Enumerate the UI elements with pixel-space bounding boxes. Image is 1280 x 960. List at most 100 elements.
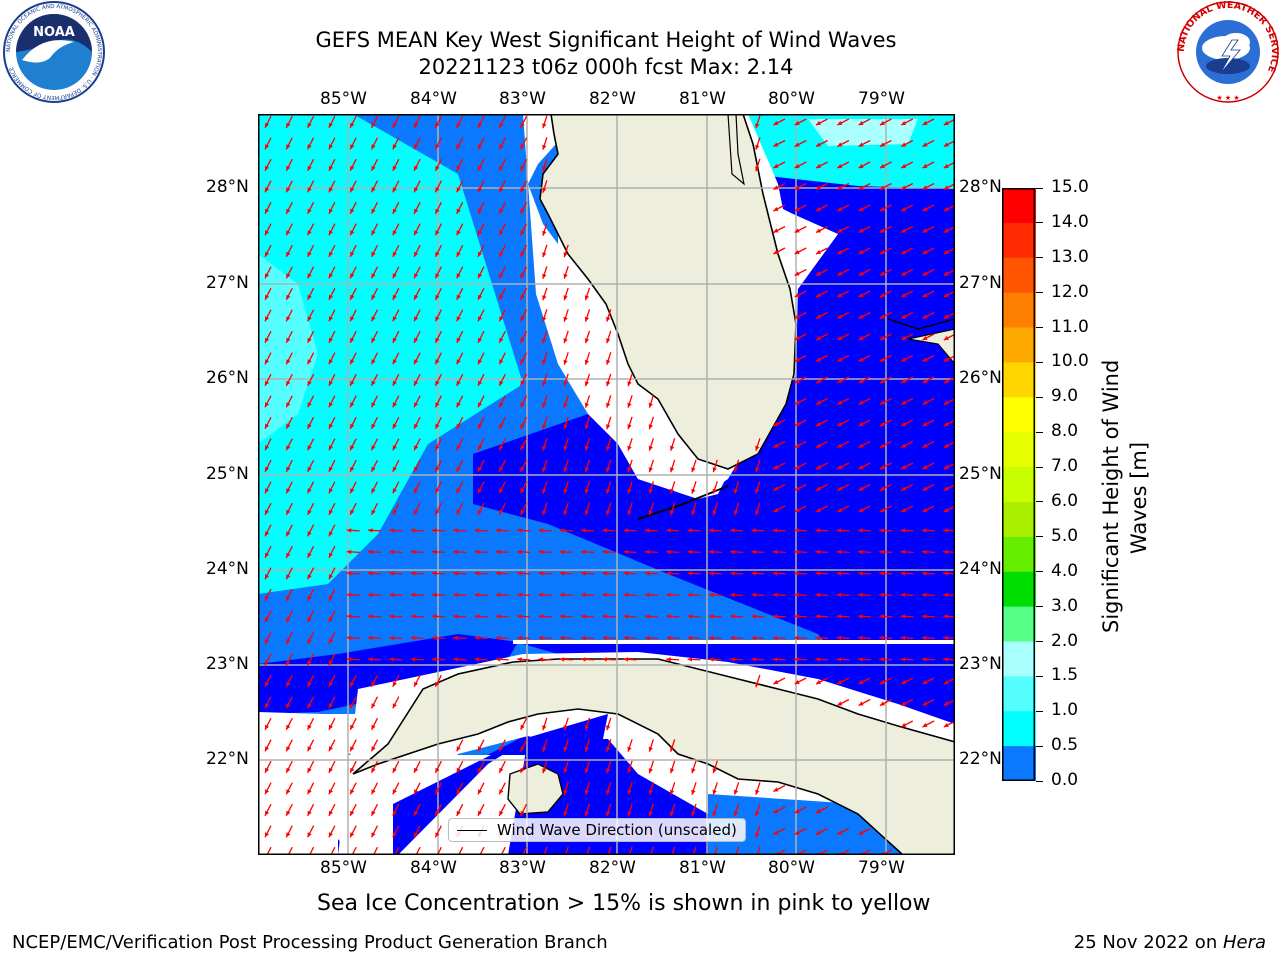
wave-direction-arrowhead: [456, 337, 461, 343]
wave-direction-arrow: [287, 846, 293, 855]
wave-direction-arrowhead: [581, 571, 586, 576]
wave-direction-arrowhead: [346, 614, 352, 619]
wave-direction-arrowhead: [286, 230, 291, 236]
wave-direction-arrowhead: [520, 359, 525, 365]
wave-direction-arrowhead: [368, 528, 373, 533]
wave-direction-arrowhead: [307, 359, 312, 365]
wave-direction-arrowhead: [456, 810, 461, 816]
wave-direction-arrowhead: [265, 531, 270, 537]
colorbar-tick: [1036, 187, 1043, 189]
wave-direction-arrow: [692, 846, 697, 855]
wave-direction-arrowhead: [286, 638, 291, 644]
wave-direction-arrowhead: [286, 445, 291, 451]
wave-direction-arrow: [415, 846, 421, 855]
wave-direction-arrowhead: [712, 488, 717, 494]
wave-direction-arrowhead: [435, 294, 440, 300]
wave-direction-arrowhead: [921, 571, 927, 576]
wave-direction-arrowhead: [286, 488, 291, 494]
wave-direction-arrowhead: [350, 208, 355, 214]
wave-direction-arrowhead: [307, 789, 312, 795]
footer-right: 25 Nov 2022 on Hera: [1074, 932, 1266, 953]
wave-direction-arrowhead: [922, 120, 928, 125]
wave-direction-arrowhead: [794, 808, 800, 813]
wave-direction-arrowhead: [520, 165, 525, 171]
wave-direction-arrowhead: [414, 488, 419, 494]
wave-direction-arrowhead: [392, 423, 397, 429]
wave-direction-arrowhead: [563, 789, 568, 795]
wave-direction-arrowhead: [456, 208, 461, 214]
wave-direction-arrowhead: [794, 657, 799, 662]
wave-direction-arrowhead: [328, 165, 333, 171]
wave-direction-arrowhead: [751, 592, 756, 598]
wave-direction-arrowhead: [623, 635, 629, 641]
wave-direction-arrowhead: [307, 746, 312, 752]
wave-direction-arrowhead: [517, 571, 522, 576]
wave-direction-arrowhead: [265, 187, 270, 193]
wave-direction-arrowhead: [922, 228, 928, 233]
footer-left: NCEP/EMC/Verification Post Processing Pr…: [12, 932, 608, 953]
wave-direction-arrowhead: [816, 249, 821, 254]
wave-direction-arrowhead: [456, 359, 461, 365]
wave-direction-arrowhead: [879, 486, 885, 491]
wave-direction-arrowhead: [773, 443, 779, 448]
wave-direction-arrowhead: [456, 423, 461, 429]
wave-direction-arrowhead: [772, 592, 778, 598]
wave-direction-arrowhead: [708, 614, 714, 619]
wave-direction-arrowhead: [328, 746, 333, 752]
wave-direction-arrowhead: [606, 381, 611, 387]
wave-direction-arrowhead: [858, 421, 864, 426]
wave-direction-arrowhead: [520, 273, 525, 279]
wave-direction-arrowhead: [453, 592, 458, 598]
wave-direction-arrowhead: [794, 486, 800, 491]
wave-direction-arrowhead: [350, 423, 355, 429]
wave-direction-arrowhead: [772, 657, 778, 662]
wave-direction-arrowhead: [431, 657, 437, 662]
lon-label-bottom: 79°W: [858, 858, 905, 878]
wave-direction-arrowhead: [627, 424, 632, 430]
wave-direction-arrowhead: [901, 421, 907, 426]
wave-direction-arrowhead: [858, 228, 864, 233]
wave-direction-arrowhead: [328, 187, 333, 193]
wave-direction-arrowhead: [921, 657, 927, 662]
wave-direction-arrowhead: [265, 230, 270, 236]
wave-direction-arrowhead: [478, 466, 483, 472]
wave-direction-arrowhead: [627, 445, 632, 451]
wave-direction-arrowhead: [542, 445, 547, 451]
wave-direction-arrowhead: [371, 509, 376, 515]
wave-direction-arrowhead: [691, 467, 696, 473]
wave-direction-arrowhead: [286, 531, 291, 537]
wave-direction-arrowhead: [286, 767, 291, 773]
wave-direction-arrowhead: [648, 746, 653, 752]
wave-direction-arrowhead: [623, 592, 629, 598]
wave-direction-arrowhead: [943, 614, 948, 619]
wave-direction-arrowhead: [730, 528, 735, 533]
wave-direction-arrowhead: [606, 811, 611, 817]
wave-direction-arrowhead: [520, 337, 525, 343]
wave-direction-arrowhead: [542, 510, 547, 516]
colorbar-segment: [1002, 501, 1036, 538]
wave-direction-arrowhead: [879, 271, 885, 276]
wave-direction-arrowhead: [368, 635, 373, 641]
wave-direction-arrowhead: [328, 380, 333, 386]
wave-direction-arrowhead: [265, 466, 270, 472]
wave-direction-arrowhead: [857, 549, 863, 555]
wave-direction-arrowhead: [307, 767, 312, 773]
wave-direction-arrowhead: [836, 571, 842, 576]
wave-direction-arrowhead: [901, 486, 907, 491]
wave-direction-arrowhead: [286, 359, 291, 365]
wave-direction-arrowhead: [346, 528, 352, 533]
wave-direction-arrowhead: [286, 595, 291, 601]
wave-direction-arrowhead: [350, 789, 355, 795]
wave-direction-arrow: [837, 849, 850, 855]
wave-direction-arrowhead: [922, 421, 928, 426]
wave-direction-arrowhead: [456, 144, 461, 150]
wave-direction-arrowhead: [435, 208, 440, 214]
wave-direction-arrowhead: [922, 464, 928, 469]
wave-direction-arrowhead: [773, 228, 779, 233]
wave-direction-arrowhead: [730, 657, 735, 662]
wave-direction-arrowhead: [773, 507, 779, 512]
wave-direction-arrowhead: [265, 316, 270, 322]
wave-direction-arrowhead: [265, 767, 270, 773]
wave-direction-arrowhead: [495, 592, 501, 598]
wave-direction-arrowhead: [837, 185, 843, 190]
